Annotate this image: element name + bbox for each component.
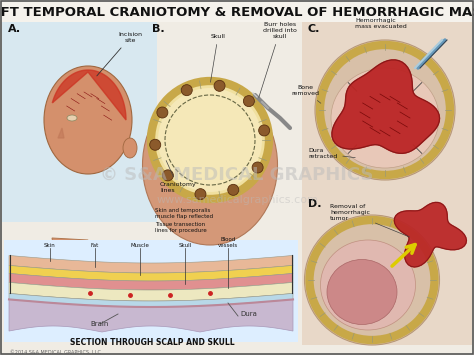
Text: Hemorrhagic
mass evacuated: Hemorrhagic mass evacuated [355, 18, 407, 29]
Text: Blood
vessels: Blood vessels [218, 237, 238, 248]
Polygon shape [52, 238, 88, 255]
Text: Dura: Dura [240, 311, 257, 317]
Text: D.: D. [308, 199, 321, 209]
Bar [4, 240, 298, 342]
Text: SECTION THROUGH SCALP AND SKULL: SECTION THROUGH SCALP AND SKULL [70, 338, 234, 347]
Polygon shape [52, 70, 126, 120]
Text: C.: C. [308, 24, 320, 34]
Circle shape [195, 189, 206, 200]
Text: ©2014 S&A MEDICAL GRAPHICS, LLC: ©2014 S&A MEDICAL GRAPHICS, LLC [10, 350, 101, 355]
Ellipse shape [151, 81, 269, 199]
Ellipse shape [67, 115, 77, 121]
Polygon shape [9, 294, 293, 307]
Text: www.samedicalgraphics.com: www.samedicalgraphics.com [156, 195, 318, 205]
Circle shape [252, 162, 263, 173]
Ellipse shape [331, 68, 439, 168]
Ellipse shape [315, 40, 455, 180]
Circle shape [181, 84, 192, 95]
Text: Skull: Skull [210, 34, 226, 82]
Text: Skin: Skin [44, 243, 56, 248]
Polygon shape [9, 273, 293, 290]
Text: Dura
retracted: Dura retracted [308, 148, 355, 159]
Text: Fat: Fat [91, 243, 99, 248]
Text: Craniotomy
lines: Craniotomy lines [160, 160, 197, 193]
Polygon shape [9, 266, 293, 281]
Text: Brain: Brain [91, 321, 109, 327]
Text: Burr holes
drilled into
skull: Burr holes drilled into skull [259, 22, 297, 97]
Bar [302, 22, 472, 197]
Text: Muscle: Muscle [130, 243, 149, 248]
Ellipse shape [158, 88, 262, 192]
Text: Tissue transection
lines for procedure: Tissue transection lines for procedure [155, 222, 207, 233]
Text: LEFT TEMPORAL CRANIOTOMY & REMOVAL OF HEMORRHAGIC MASS: LEFT TEMPORAL CRANIOTOMY & REMOVAL OF HE… [0, 5, 474, 18]
Bar [0, 0, 474, 22]
Polygon shape [332, 60, 439, 153]
Polygon shape [394, 202, 466, 267]
Polygon shape [9, 299, 293, 332]
Ellipse shape [143, 85, 277, 245]
Polygon shape [9, 256, 293, 273]
Text: Skin and temporalis
muscle flap reflected: Skin and temporalis muscle flap reflecte… [155, 208, 213, 219]
Circle shape [150, 139, 161, 150]
FancyBboxPatch shape [25, 243, 135, 273]
Ellipse shape [320, 240, 416, 330]
Ellipse shape [123, 138, 137, 158]
Polygon shape [58, 128, 64, 138]
Ellipse shape [304, 215, 439, 345]
Circle shape [243, 95, 255, 106]
Circle shape [214, 80, 225, 91]
Text: © S&A MEDICAL GRAPHICS: © S&A MEDICAL GRAPHICS [100, 166, 374, 184]
Text: Incision
site: Incision site [97, 32, 142, 76]
Polygon shape [9, 283, 293, 301]
Text: Skull: Skull [178, 243, 191, 248]
Circle shape [157, 107, 168, 118]
Text: B.: B. [152, 24, 164, 34]
Text: Bone
removed: Bone removed [291, 85, 321, 103]
Ellipse shape [327, 260, 397, 324]
Circle shape [163, 170, 173, 181]
Text: A.: A. [8, 24, 21, 34]
Circle shape [259, 125, 270, 136]
Bar [2, 22, 157, 222]
Text: Removal of
hemorrhagic
tumor: Removal of hemorrhagic tumor [330, 204, 410, 237]
Bar [302, 197, 472, 345]
Ellipse shape [44, 66, 132, 174]
Circle shape [228, 184, 239, 195]
